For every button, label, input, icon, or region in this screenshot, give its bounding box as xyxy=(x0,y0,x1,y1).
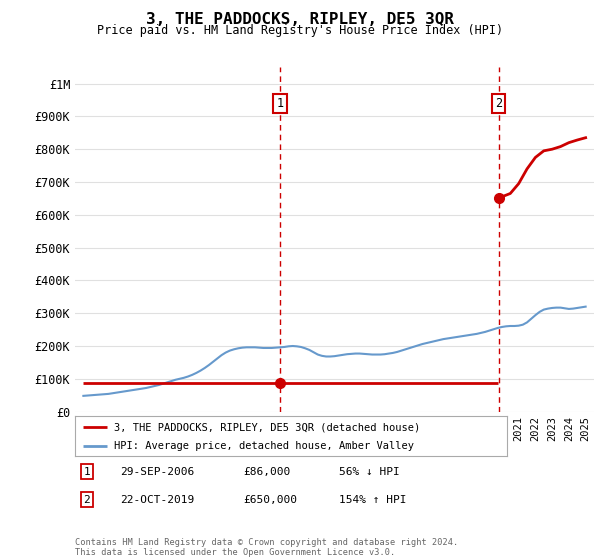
Text: 3, THE PADDOCKS, RIPLEY, DE5 3QR: 3, THE PADDOCKS, RIPLEY, DE5 3QR xyxy=(146,12,454,27)
Text: 29-SEP-2006: 29-SEP-2006 xyxy=(120,466,194,477)
Text: 1: 1 xyxy=(83,466,91,477)
Text: 22-OCT-2019: 22-OCT-2019 xyxy=(120,494,194,505)
Text: £86,000: £86,000 xyxy=(243,466,290,477)
Text: Contains HM Land Registry data © Crown copyright and database right 2024.
This d: Contains HM Land Registry data © Crown c… xyxy=(75,538,458,557)
Text: HPI: Average price, detached house, Amber Valley: HPI: Average price, detached house, Ambe… xyxy=(114,441,414,451)
Text: 3, THE PADDOCKS, RIPLEY, DE5 3QR (detached house): 3, THE PADDOCKS, RIPLEY, DE5 3QR (detach… xyxy=(114,422,420,432)
Text: 154% ↑ HPI: 154% ↑ HPI xyxy=(339,494,407,505)
Text: 2: 2 xyxy=(83,494,91,505)
Text: 1: 1 xyxy=(277,97,284,110)
Text: Price paid vs. HM Land Registry's House Price Index (HPI): Price paid vs. HM Land Registry's House … xyxy=(97,24,503,36)
Text: £650,000: £650,000 xyxy=(243,494,297,505)
Text: 56% ↓ HPI: 56% ↓ HPI xyxy=(339,466,400,477)
Text: 2: 2 xyxy=(495,97,502,110)
